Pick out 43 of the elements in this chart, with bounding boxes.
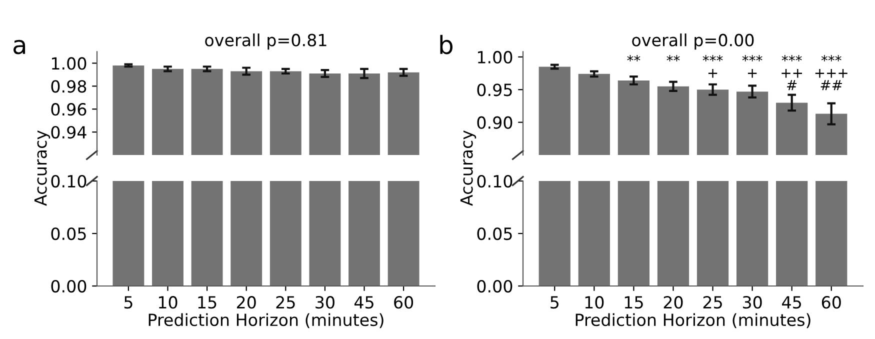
data-label: ** [666, 55, 680, 62]
text: a [14, 40, 26, 54]
x-tick-label: 10 [158, 296, 178, 309]
y-tick-label: 0.10 [477, 174, 512, 188]
x-tick-label: 60 [822, 296, 841, 309]
y-tick-label: 0.90 [477, 116, 512, 129]
y-tick-label: 0.98 [51, 80, 86, 93]
y-tick-label: 0.10 [51, 174, 86, 188]
data-label: *** + [702, 55, 723, 78]
x-tick-label: 20 [236, 296, 256, 309]
x-tick-label: 5 [124, 296, 132, 309]
x-axis-title: Prediction Horizon (minutes) [576, 313, 810, 328]
x-tick-label: 60 [394, 296, 414, 309]
chart-title: overall p=0.00 [632, 33, 754, 50]
x-tick-label: 5 [550, 296, 558, 309]
x-tick-label: 10 [585, 296, 604, 309]
x-tick-label: 20 [664, 296, 683, 309]
x-tick-label: 15 [624, 296, 643, 309]
y-tick-label: 1.00 [478, 50, 512, 64]
x-axis-title: Prediction Horizon (minutes) [148, 313, 384, 328]
text: b [440, 34, 453, 54]
y-tick-label: 0.00 [477, 280, 512, 293]
x-tick-label: 15 [198, 296, 216, 309]
y-tick-label: 0.05 [477, 227, 512, 240]
y-axis-title: Accuracy [460, 130, 476, 206]
y-tick-label: 1.00 [52, 57, 86, 70]
y-tick-label: 0.96 [51, 103, 86, 116]
data-label: *** ++ # [782, 55, 802, 90]
data-label: *** + [742, 55, 762, 78]
data-label: ** [627, 55, 640, 62]
x-tick-label: 25 [276, 296, 295, 309]
data-label: *** +++ ## [815, 55, 848, 90]
y-tick-label: 0.95 [477, 84, 512, 96]
x-tick-label: 30 [742, 296, 762, 309]
chart-title: overall p=0.81 [205, 33, 326, 50]
y-axis-title: Accuracy [34, 130, 50, 206]
x-tick-label: 25 [703, 296, 722, 309]
y-tick-label: 0.94 [51, 126, 86, 139]
x-tick-label: 45 [354, 296, 374, 309]
y-tick-label: 0.05 [51, 227, 86, 240]
y-tick-label: 0.00 [51, 280, 86, 293]
x-tick-label: 30 [316, 296, 334, 309]
x-tick-label: 45 [782, 296, 801, 309]
